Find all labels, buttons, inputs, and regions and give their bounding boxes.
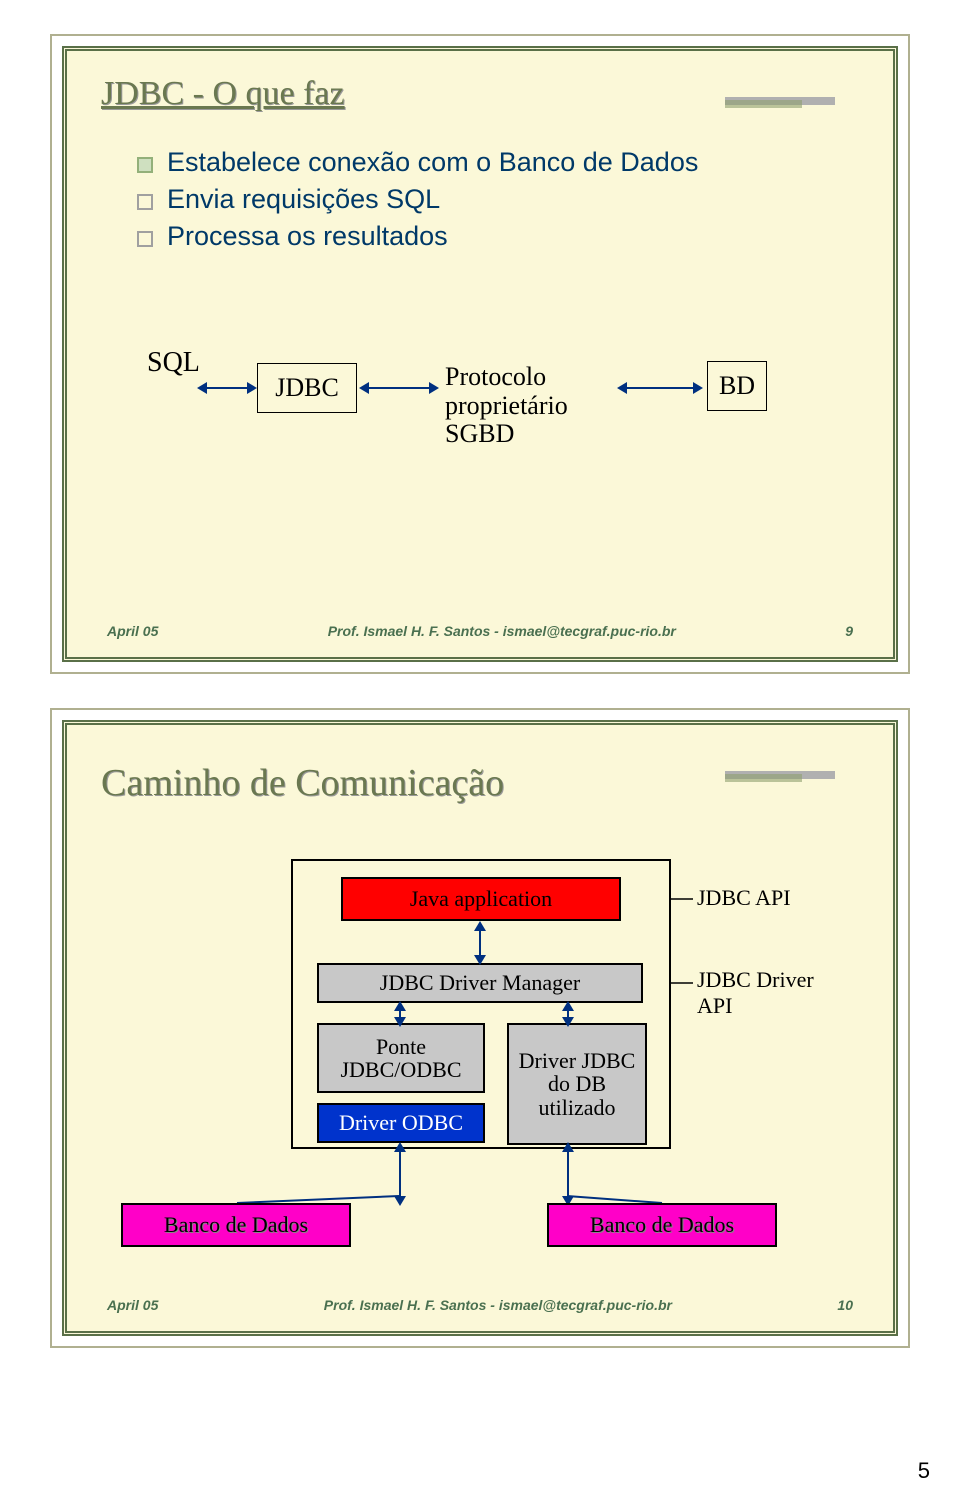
- bullet-2-text: Envia requisições SQL: [167, 184, 440, 215]
- slide-1-inner: JDBC - O que faz Estabelece conexão com …: [62, 46, 898, 662]
- driver-odbc-box: Driver ODBC: [317, 1103, 485, 1143]
- ponte-box: Ponte JDBC/ODBC: [317, 1023, 485, 1093]
- java-application-box: Java application: [341, 877, 621, 921]
- jdbc-box: JDBC: [257, 363, 357, 413]
- arrow-app-mgr: [479, 931, 481, 955]
- jdbc-api-label: JDBC API: [697, 885, 791, 911]
- bullet-2: Envia requisições SQL: [137, 184, 853, 215]
- arrow-mgr-ponte: [399, 1011, 401, 1017]
- slide-1-bullets: Estabelece conexão com o Banco de Dados …: [137, 147, 853, 258]
- footer-right: 10: [837, 1297, 853, 1313]
- arrow-proto-bd: [627, 387, 693, 389]
- slide-2-inner: Caminho de Comunicação Java application …: [62, 720, 898, 1336]
- arrow-sql-jdbc: [207, 387, 247, 389]
- slide-2-diagram: Java application JDBC Driver Manager Pon…: [107, 859, 853, 1281]
- slide-1-footer: April 05 Prof. Ismael H. F. Santos - ism…: [107, 623, 853, 639]
- bd-box: BD: [707, 361, 767, 411]
- banco-de-dados-2: Banco de Dados: [547, 1203, 777, 1247]
- slide-1-title: JDBC - O que faz: [101, 75, 345, 113]
- slide-1: JDBC - O que faz Estabelece conexão com …: [50, 34, 910, 674]
- bullet-square-icon: [137, 231, 153, 247]
- arrow-odbc-bd1: [399, 1152, 401, 1196]
- footer-center: Prof. Ismael H. F. Santos - ismael@tecgr…: [324, 1297, 672, 1313]
- slide-1-diagram: SQL JDBC Protocolo proprietário SGBD BD: [137, 301, 833, 501]
- bullet-1: Estabelece conexão com o Banco de Dados: [137, 147, 853, 178]
- arrow-jdbc-bd2: [567, 1152, 569, 1196]
- sql-label: SQL: [147, 347, 200, 379]
- footer-center: Prof. Ismael H. F. Santos - ismael@tecgr…: [328, 623, 676, 639]
- footer-left: April 05: [107, 623, 158, 639]
- footer-left: April 05: [107, 1297, 158, 1313]
- bullet-square-icon: [137, 194, 153, 210]
- slide-2-footer: April 05 Prof. Ismael H. F. Santos - ism…: [107, 1297, 853, 1313]
- protocol-line2: proprietário SGBD: [445, 392, 625, 449]
- slide-2-title: Caminho de Comunicação: [101, 761, 504, 805]
- bullet-3-text: Processa os resultados: [167, 221, 448, 252]
- arrow-mgr-jdbc: [567, 1011, 569, 1017]
- driver-jdbc-box: Driver JDBC do DB utilizado: [507, 1023, 647, 1145]
- driver-manager-box: JDBC Driver Manager: [317, 963, 643, 1003]
- page-number: 5: [0, 1458, 930, 1484]
- bullet-3: Processa os resultados: [137, 221, 853, 252]
- banco-de-dados-1: Banco de Dados: [121, 1203, 351, 1247]
- protocol-line1: Protocolo: [445, 363, 625, 392]
- title-accent: [725, 771, 835, 781]
- page: JDBC - O que faz Estabelece conexão com …: [0, 0, 960, 1494]
- footer-right: 9: [845, 623, 853, 639]
- bullet-square-icon: [137, 157, 153, 173]
- title-accent: [725, 97, 835, 107]
- protocol-label: Protocolo proprietário SGBD: [445, 363, 625, 433]
- jdbc-driver-api-label: JDBC Driver API: [697, 967, 853, 1019]
- arrow-jdbc-proto: [369, 387, 429, 389]
- bullet-1-text: Estabelece conexão com o Banco de Dados: [167, 147, 698, 178]
- slide-2: Caminho de Comunicação Java application …: [50, 708, 910, 1348]
